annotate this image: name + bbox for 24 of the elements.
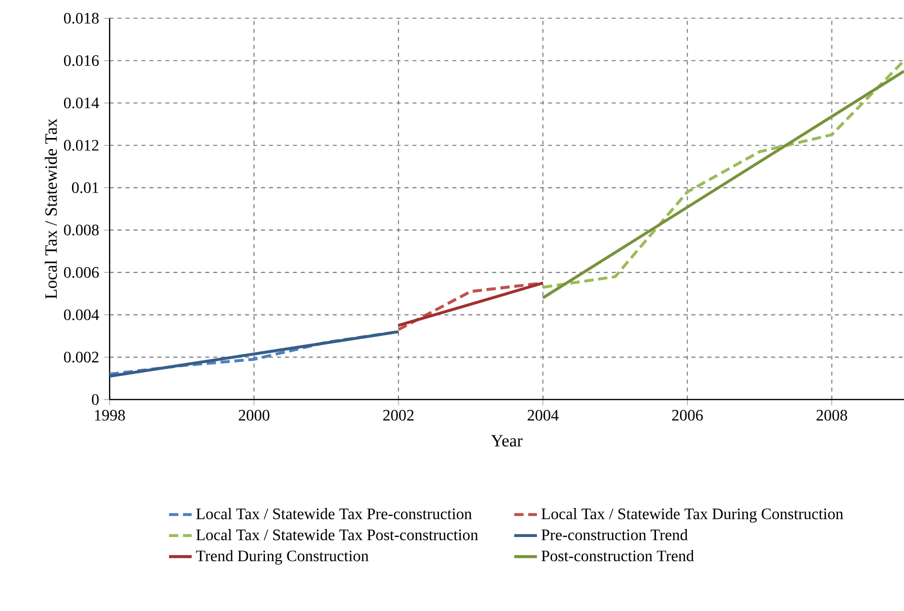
legend-label: Local Tax / Statewide Tax Post-construction [196, 529, 478, 540]
x-tick-label: 1998 [95, 410, 125, 421]
legend-label: Post-construction Trend [541, 550, 694, 562]
y-tick-label: 0.012 [64, 140, 98, 151]
x-tick-label: 2000 [238, 410, 270, 421]
x-tick-label: 2002 [383, 410, 414, 421]
x-tick-label: 2006 [672, 410, 703, 421]
y-tick-label: 0.002 [64, 352, 98, 363]
y-axis-title: Local Tax / Statewide Tax [44, 118, 57, 299]
y-tick-label: 0.014 [64, 98, 100, 109]
x-tick-label: 2008 [816, 410, 848, 421]
legend-label: Trend During Construction [196, 550, 369, 565]
legend-label: Pre-construction Trend [541, 529, 688, 540]
y-tick-label: 0.008 [64, 224, 99, 236]
y-tick-label: 0.018 [64, 12, 99, 24]
y-tick-label: 0.016 [64, 55, 99, 66]
x-tick-label: 2004 [528, 410, 559, 421]
y-tick-label: 0.006 [64, 267, 99, 278]
y-tick-label: 0.01 [72, 182, 98, 194]
x-axis-title: Year [491, 435, 523, 447]
legend-label: Local Tax / Statewide Tax During Construction [541, 508, 844, 523]
legend-label: Local Tax / Statewide Tax Pre-construction [196, 508, 472, 520]
y-tick-label: 0.004 [64, 310, 100, 320]
y-tick-label: 0 [92, 394, 99, 406]
